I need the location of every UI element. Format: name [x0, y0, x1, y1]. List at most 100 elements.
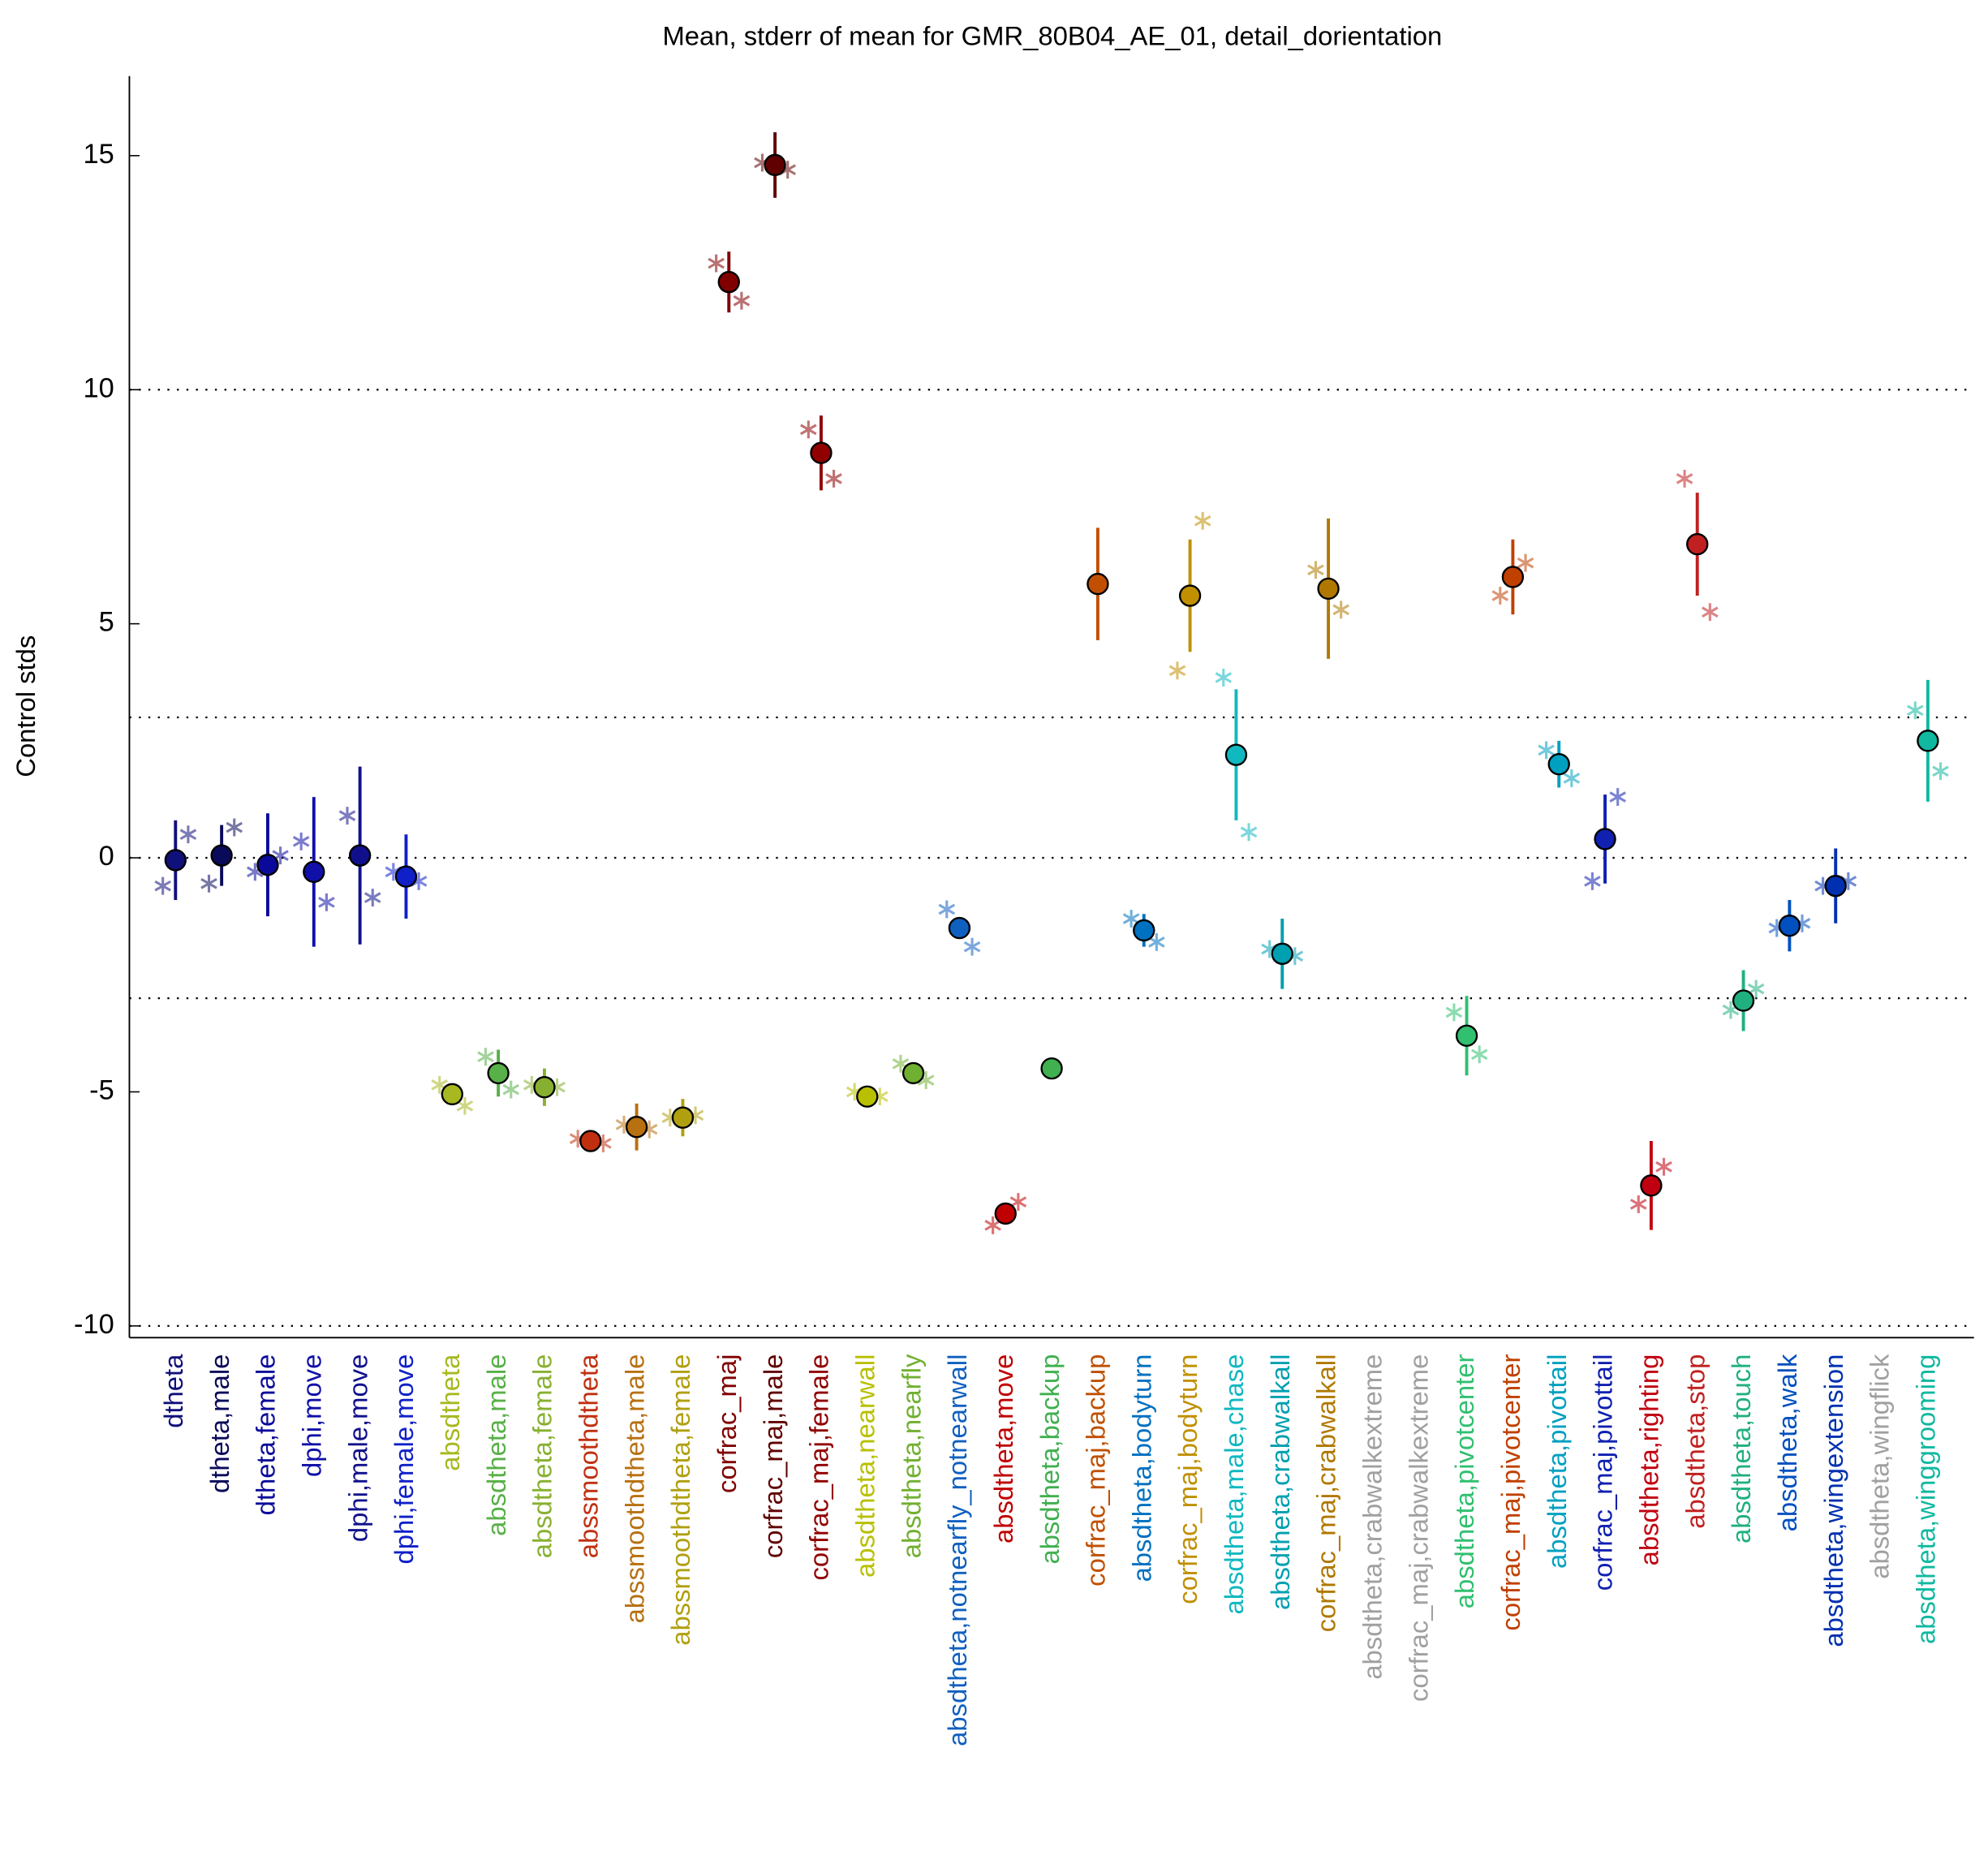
star-stroke — [1122, 913, 1140, 924]
x-tick-label: corfrac_maj,crabwalkextreme — [1403, 1354, 1433, 1702]
star-marker — [200, 874, 217, 893]
star-marker — [1584, 872, 1601, 890]
x-tick-label: absdtheta,righting — [1634, 1354, 1664, 1566]
mean-marker — [625, 1116, 648, 1139]
star-stroke — [502, 1083, 520, 1096]
x-tick-label: dtheta — [158, 1354, 188, 1428]
star-stroke — [1517, 557, 1534, 569]
star-stroke — [154, 880, 171, 892]
star-marker — [364, 889, 381, 907]
star-stroke — [1445, 1006, 1463, 1018]
star-marker — [963, 937, 981, 956]
star-stroke — [1307, 564, 1324, 576]
mean-marker — [1501, 566, 1525, 588]
x-tick-label: absdtheta,pivottail — [1542, 1354, 1572, 1569]
x-tick-label: dphi,male,move — [342, 1354, 372, 1543]
star-marker — [1609, 788, 1626, 806]
star-marker — [1194, 511, 1211, 530]
star-marker — [318, 893, 335, 911]
star-marker — [1307, 561, 1324, 579]
star-stroke — [318, 897, 335, 908]
star-stroke — [1538, 744, 1555, 756]
star-stroke — [1702, 606, 1719, 618]
x-tick-label: absdtheta,stop — [1680, 1354, 1710, 1529]
star-marker — [1932, 762, 1949, 781]
x-tick-label: dphi,move — [296, 1354, 326, 1477]
y-tick-label: 5 — [99, 607, 114, 638]
mean-marker — [994, 1202, 1017, 1225]
star-marker — [179, 825, 197, 844]
star-marker — [1538, 741, 1555, 760]
mean-marker — [901, 1061, 925, 1085]
x-tick-label: absdtheta,notnearfly_notnearwall — [942, 1354, 972, 1746]
star-stroke — [179, 829, 197, 841]
star-stroke — [1240, 826, 1258, 838]
star-stroke — [431, 1079, 448, 1091]
mean-marker — [810, 441, 833, 464]
mean-marker — [856, 1085, 879, 1108]
star-stroke — [917, 1074, 935, 1086]
star-marker — [1563, 769, 1581, 787]
star-stroke — [1747, 983, 1765, 995]
y-tick-label: -10 — [74, 1309, 114, 1340]
mean-marker — [671, 1106, 695, 1129]
star-marker — [1906, 701, 1924, 720]
x-tick-label: absdtheta,female — [527, 1354, 557, 1559]
x-tick-label: absdtheta,nearfly — [896, 1354, 926, 1558]
star-marker — [338, 807, 356, 825]
star-stroke — [892, 1058, 910, 1070]
star-stroke — [1148, 936, 1165, 948]
chart-title: Mean, stderr of mean for GMR_80B04_AE_01… — [662, 21, 1442, 51]
star-marker — [1148, 932, 1165, 951]
x-tick-label: abssmoothdtheta,male — [619, 1354, 649, 1624]
x-tick-label: corfrac_maj,male — [758, 1354, 788, 1559]
star-stroke — [1491, 590, 1509, 601]
x-tick-label: dphi,female,move — [389, 1354, 419, 1565]
star-stroke — [1655, 1160, 1672, 1173]
y-axis-label: Control stds — [11, 635, 41, 777]
star-stroke — [963, 941, 981, 953]
x-tick-label: corfrac_maj,pivotcenter — [1495, 1354, 1525, 1631]
star-marker — [938, 900, 956, 919]
star-stroke — [733, 295, 751, 307]
x-tick-label: absdtheta,crabwalkextreme — [1358, 1354, 1388, 1680]
x-tick-label: dtheta,female — [251, 1354, 281, 1516]
mean-marker — [579, 1130, 602, 1152]
star-marker — [154, 876, 171, 895]
mean-marker — [1594, 828, 1616, 850]
star-stroke — [1009, 1196, 1027, 1208]
mean-marker — [1917, 730, 1939, 752]
star-stroke — [364, 892, 381, 903]
star-marker — [502, 1080, 520, 1099]
x-tick-label: abssmoothdtheta,female — [665, 1354, 695, 1646]
x-tick-label: absdtheta,backup — [1035, 1354, 1065, 1565]
star-stroke — [938, 903, 956, 915]
x-tick-label: corfrac_maj,crabwalkall — [1311, 1354, 1341, 1633]
mean-marker — [1455, 1024, 1478, 1047]
star-stroke — [1470, 1048, 1488, 1061]
star-stroke — [1932, 765, 1949, 777]
x-tick-label: corfrac_maj,bodyturn — [1173, 1354, 1203, 1604]
x-tick-label: absdtheta,wingextension — [1818, 1354, 1848, 1647]
star-stroke — [1906, 704, 1924, 717]
star-stroke — [708, 257, 725, 269]
x-tick-label: absdtheta,walk — [1772, 1354, 1802, 1531]
x-tick-label: absdtheta,crabwalkall — [1265, 1354, 1295, 1610]
star-stroke — [477, 1051, 494, 1063]
mean-marker — [256, 854, 279, 876]
star-stroke — [825, 472, 842, 484]
star-stroke — [1215, 672, 1233, 683]
y-tick-label: 15 — [83, 139, 114, 170]
star-marker — [1240, 823, 1258, 842]
star-stroke — [200, 877, 217, 889]
star-marker — [1655, 1157, 1672, 1176]
mean-marker — [394, 865, 418, 888]
star-marker — [800, 420, 817, 439]
mean-marker — [717, 270, 740, 294]
x-tick-label: absdtheta,male,chase — [1219, 1354, 1249, 1615]
mean-marker — [1547, 753, 1570, 776]
mean-marker — [948, 916, 971, 940]
x-tick-label: corfrac_maj,pivottail — [1588, 1354, 1618, 1591]
star-marker — [1702, 603, 1719, 622]
mean-marker — [1686, 532, 1709, 556]
